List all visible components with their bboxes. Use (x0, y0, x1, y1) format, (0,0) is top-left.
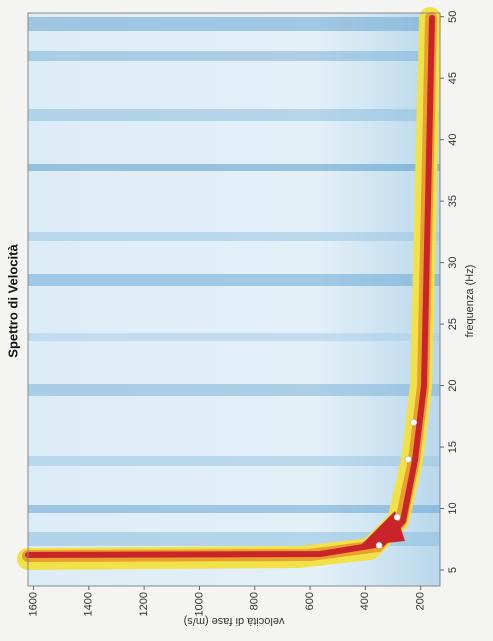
x-tick-label: 40 (447, 134, 459, 146)
y-tick-label: 1600 (27, 592, 39, 616)
y-tick-label: 400 (359, 592, 371, 610)
pick-point (411, 419, 417, 425)
y-tick-label: 1200 (138, 592, 150, 616)
x-axis-label: frequenza (Hz) (464, 265, 476, 338)
heatmap-background (28, 13, 440, 586)
pick-point (394, 514, 400, 520)
pick-point (405, 456, 411, 462)
x-tick-label: 35 (447, 195, 459, 207)
y-tick-label: 800 (249, 592, 261, 610)
x-tick-label: 30 (447, 256, 459, 268)
x-tick-label: 5 (447, 567, 459, 573)
x-tick-label: 45 (447, 72, 459, 84)
pick-point (376, 542, 382, 548)
y-tick-label: 200 (415, 592, 427, 610)
y-tick-label: 1000 (193, 592, 205, 616)
x-tick-label: 15 (447, 441, 459, 453)
page: {"chart_data": {"type": "scatter", "titl… (0, 0, 493, 641)
x-tick-label: 20 (447, 379, 459, 391)
y-tick-label: 600 (304, 592, 316, 610)
chart: Spettro di Velocità frequenza (Hz) veloc… (0, 0, 493, 641)
x-tick-label: 10 (447, 502, 459, 514)
x-tick-label: 25 (447, 318, 459, 330)
rotated-chart: Spettro di Velocità frequenza (Hz) veloc… (5, 11, 475, 628)
x-tick-label: 50 (447, 11, 459, 23)
chart-title: Spettro di Velocità (5, 244, 20, 358)
y-tick-label: 1400 (83, 592, 95, 616)
